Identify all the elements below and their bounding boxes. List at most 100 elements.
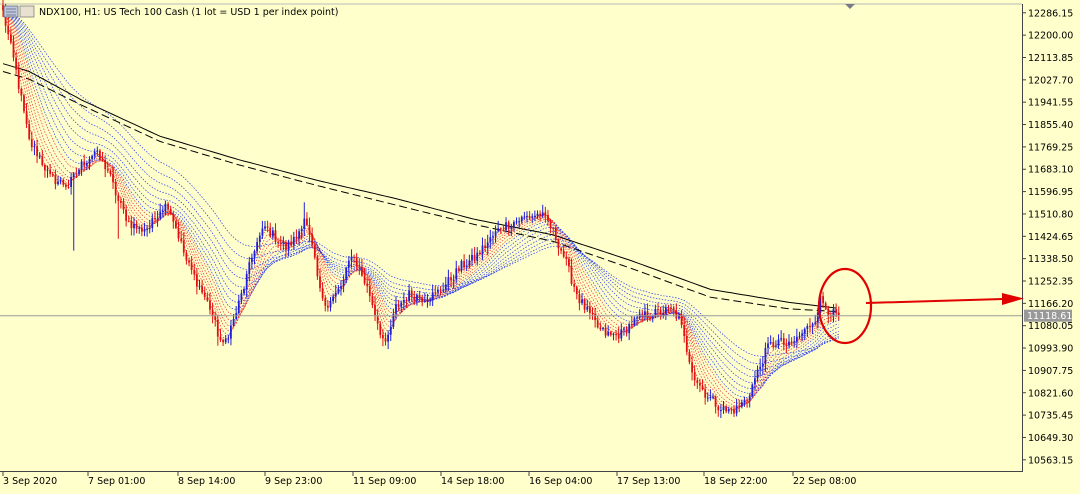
candle-body [154,218,156,219]
candle-body [371,296,374,305]
candle-body [612,334,615,336]
x-tick-label: 11 Sep 09:00 [353,476,416,487]
scroll-shift-marker[interactable] [845,4,855,9]
candle-body [796,336,798,342]
candle-body [306,218,308,225]
candle-body [717,406,720,411]
candle-body [321,288,324,299]
candle-body [161,211,164,212]
candle-body [814,322,817,324]
candle-body [72,173,75,178]
candle-body [400,302,403,307]
candle-body [596,320,599,328]
y-tick-label: 10821.60 [1028,388,1073,399]
candle-body [135,223,138,229]
candle-body [54,175,57,185]
candle-body [15,57,17,70]
candle-body [633,318,636,326]
candle-body [484,245,486,248]
candle-body [355,257,358,267]
candle-body [353,256,355,258]
candle-body [704,389,707,398]
candle-body [465,265,468,268]
candle-body [458,268,460,271]
candle-body [502,229,505,231]
candle-body [49,169,52,174]
candle-body [497,228,500,232]
candle-body [730,409,733,411]
candle-body [196,274,198,287]
candle-body [520,216,523,222]
candle-body [114,182,117,196]
candle-body [169,208,172,214]
candle-body [361,266,363,276]
candle-body [198,286,201,288]
chart-menu-icon[interactable] [3,5,19,18]
candle-body [447,277,450,285]
candle-body [751,384,754,396]
y-tick-label: 12027.70 [1028,75,1073,86]
candle-body [127,220,130,222]
candle-body [636,317,638,319]
candle-body [835,309,838,313]
candle-body [25,111,28,125]
candle-body [164,203,167,212]
candle-body [539,213,541,217]
candle-body [649,317,651,319]
candle-body [659,309,662,315]
x-tick-label: 7 Sep 01:00 [88,476,145,487]
candle-body [615,334,617,336]
y-tick-label: 11769.25 [1028,142,1073,153]
x-tick-label: 16 Sep 04:00 [529,476,592,487]
candle-body [623,328,625,330]
candle-body [240,293,243,301]
y-tick-label: 11855.40 [1028,120,1073,131]
candle-body [785,344,788,346]
candle-body [138,227,141,229]
candle-body [311,234,314,245]
annotation-arrow-head [1002,293,1024,305]
candle-body [340,286,342,289]
candle-body [332,296,334,302]
candle-body [775,345,777,347]
candle-body [337,288,340,293]
candle-body [46,169,49,171]
candle-body [575,286,578,295]
candle-body [654,309,657,317]
candle-body [798,335,801,337]
ma-slow-line [2,9,839,389]
candle-body [701,385,704,390]
chart-title: NDX100, H1: US Tech 100 Cash (1 lot = US… [39,7,338,18]
candle-body [688,351,691,363]
candle-body [740,402,743,407]
candle-body [510,226,513,229]
y-tick-label: 10735.45 [1028,411,1073,422]
ma-fast-line [2,9,839,407]
candle-body [609,331,612,336]
candle-body [667,307,670,309]
candle-body [712,396,714,398]
candle-body [620,329,623,339]
ma-slow-line [2,9,839,371]
candle-body [416,295,418,301]
candle-body [528,215,531,218]
candle-body [709,397,712,399]
y-tick-label: 11424.65 [1028,232,1073,243]
candles [2,0,840,418]
candle-body [329,301,332,308]
candle-body [282,242,285,244]
candle-body [141,227,143,232]
price-tag-label: 11118.61 [1027,311,1072,322]
candle-body [625,328,628,334]
candle-body [607,331,610,336]
candle-body [397,304,400,307]
candle-body [382,334,384,339]
candle-body [243,289,245,294]
candle-body [426,300,429,302]
candle-body [444,284,447,290]
ma-slow-line [2,9,839,365]
x-tick-label: 22 Sep 08:00 [793,476,856,487]
candle-body [376,315,379,324]
